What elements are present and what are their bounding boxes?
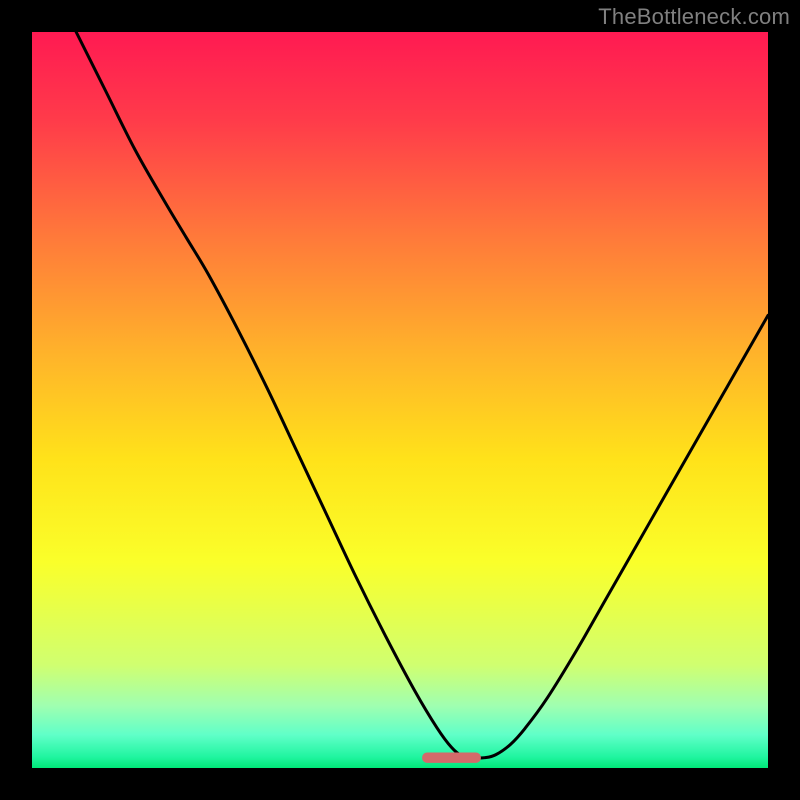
chart-gradient-background [32, 32, 768, 768]
watermark-text: TheBottleneck.com [598, 4, 790, 30]
optimal-marker [422, 753, 481, 763]
chart-container: TheBottleneck.com [0, 0, 800, 800]
bottleneck-chart-svg [0, 0, 800, 800]
